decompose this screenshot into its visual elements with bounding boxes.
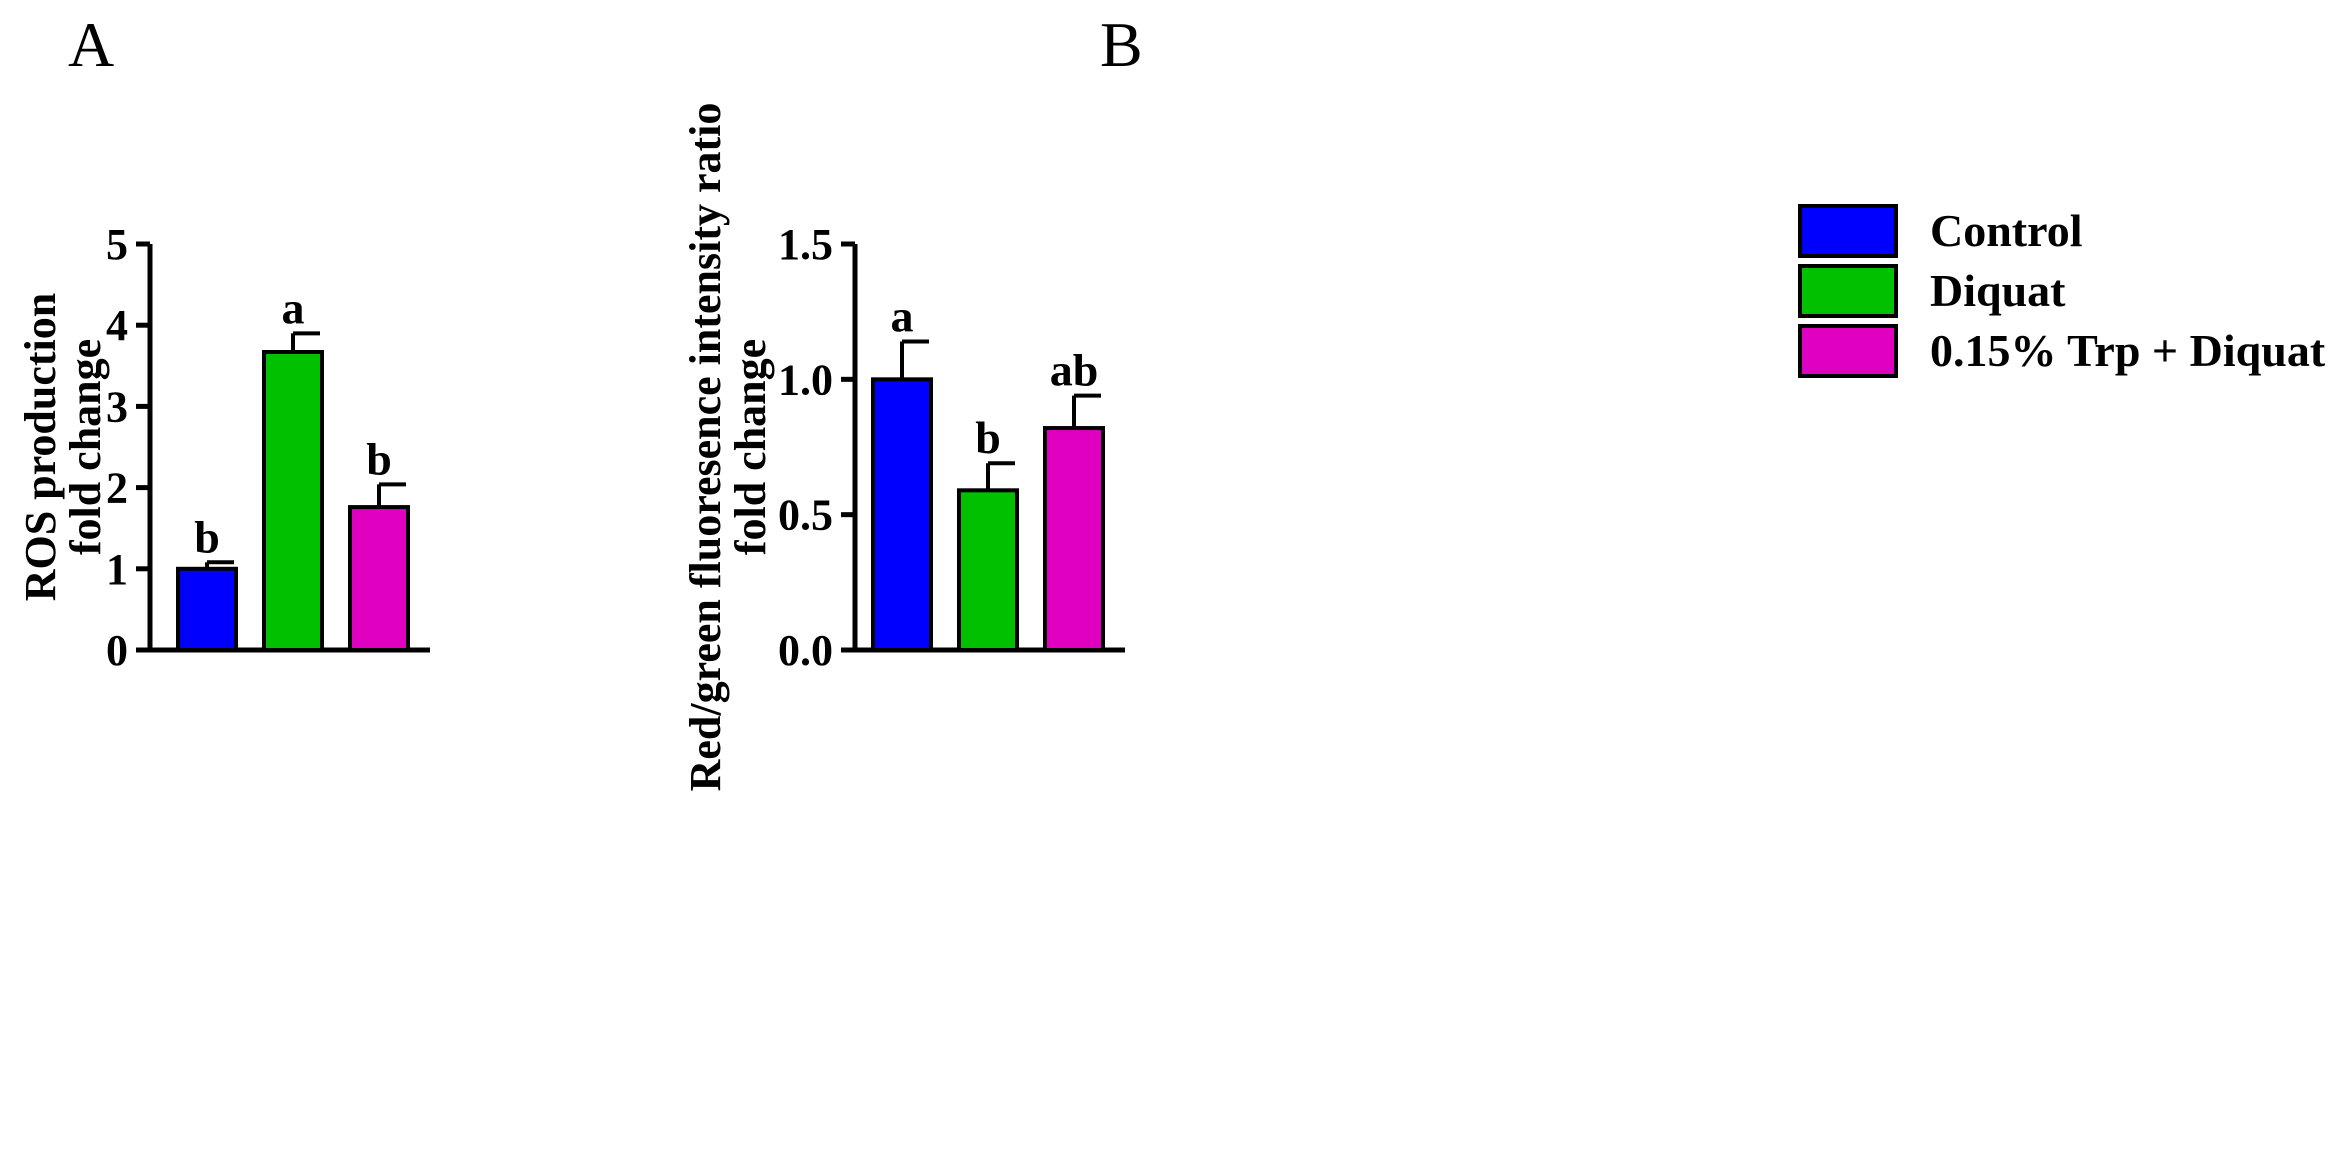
y-tick-label: 1.0 bbox=[778, 355, 833, 404]
chart-b: 0.0 0.5 1.0 1.5 Red/green fluoresence intens… bbox=[681, 103, 1125, 792]
bar-0-15-trp-diquat bbox=[1043, 426, 1105, 653]
y-tick-label: 0.0 bbox=[778, 626, 833, 675]
y-tick-label: 5 bbox=[106, 220, 128, 269]
significance-letter: a bbox=[282, 282, 305, 333]
significance-letter: b bbox=[975, 412, 1001, 463]
bar-diquat bbox=[957, 488, 1019, 652]
significance-letter: b bbox=[194, 511, 220, 562]
legend-label-diquat: Diquat bbox=[1930, 265, 2066, 316]
y-tick-label: 1.5 bbox=[778, 220, 833, 269]
y-tick-label: 2 bbox=[106, 464, 128, 513]
legend-swatch-trp-diquat bbox=[1798, 324, 1898, 378]
legend: Control Diquat 0.15% Trp + Diquat bbox=[1798, 204, 2326, 378]
y-tick-label: 1 bbox=[106, 545, 128, 594]
legend-swatch-control bbox=[1798, 204, 1898, 258]
y-tick-label: 3 bbox=[106, 382, 128, 431]
bar-diquat bbox=[262, 349, 324, 652]
y-axis-title: ROS production bbox=[16, 293, 65, 602]
significance-letter: b bbox=[366, 433, 392, 484]
bar-0-15-trp-diquat bbox=[348, 505, 410, 653]
panel-b-label: B bbox=[1100, 9, 1143, 80]
bar-control bbox=[176, 566, 238, 652]
legend-swatch-diquat bbox=[1798, 264, 1898, 318]
y-axis-title: fold change bbox=[726, 339, 775, 555]
significance-letter: a bbox=[891, 290, 914, 341]
y-tick-label: 0 bbox=[106, 626, 128, 675]
bar-control bbox=[871, 377, 933, 652]
panel-a-label: A bbox=[68, 9, 114, 80]
y-tick-label: 4 bbox=[106, 301, 128, 350]
y-tick-label: 0.5 bbox=[778, 491, 833, 540]
y-axis-title: Red/green fluoresence intensity ratio bbox=[681, 103, 730, 792]
legend-label-trp-diquat: 0.15% Trp + Diquat bbox=[1930, 325, 2326, 376]
significance-letter: ab bbox=[1050, 345, 1099, 396]
legend-label-control: Control bbox=[1930, 205, 2083, 256]
y-axis-title: fold change bbox=[61, 339, 110, 555]
